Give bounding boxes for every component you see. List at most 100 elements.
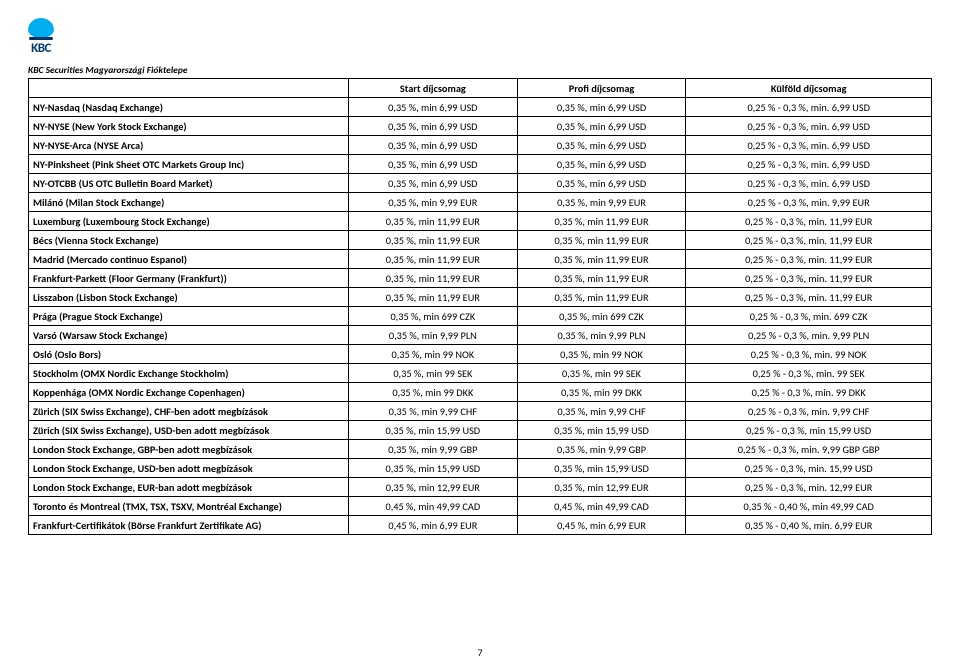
profi-fee: 0,35 %, min 99 SEK	[517, 364, 686, 383]
kulfold-fee: 0,25 % - 0,3 %, min. 9,99 CHF	[686, 402, 932, 421]
kulfold-fee: 0,25 % - 0,3 %, min. 11,99 EUR	[686, 269, 932, 288]
table-row: Zürich (SIX Swiss Exchange), USD-ben ado…	[29, 421, 932, 440]
kulfold-fee: 0,25 % - 0,3 %, min. 699 CZK	[686, 307, 932, 326]
table-row: NY-NYSE-Arca (NYSE Arca)0,35 %, min 6,99…	[29, 136, 932, 155]
kbc-logo: KBC	[28, 18, 54, 56]
start-fee: 0,35 %, min 99 NOK	[349, 345, 518, 364]
kulfold-fee: 0,25 % - 0,3 %, min. 9,99 GBP GBP	[686, 440, 932, 459]
kulfold-fee: 0,25 % - 0,3 %, min 15,99 USD	[686, 421, 932, 440]
kulfold-fee: 0,25 % - 0,3 %, min. 99 DKK	[686, 383, 932, 402]
exchange-name: Varsó (Warsaw Stock Exchange)	[29, 326, 349, 345]
exchange-name: NY-NYSE-Arca (NYSE Arca)	[29, 136, 349, 155]
profi-fee: 0,35 %, min 6,99 USD	[517, 174, 686, 193]
table-row: Lisszabon (Lisbon Stock Exchange)0,35 %,…	[29, 288, 932, 307]
exchange-name: London Stock Exchange, USD-ben adott meg…	[29, 459, 349, 478]
exchange-name: Frankfurt-Parkett (Floor Germany (Frankf…	[29, 269, 349, 288]
profi-fee: 0,35 %, min 6,99 USD	[517, 155, 686, 174]
profi-fee: 0,35 %, min 99 NOK	[517, 345, 686, 364]
table-row: Osló (Oslo Bors)0,35 %, min 99 NOK0,35 %…	[29, 345, 932, 364]
kulfold-fee: 0,25 % - 0,3 %, min. 15,99 USD	[686, 459, 932, 478]
profi-fee: 0,35 %, min 11,99 EUR	[517, 250, 686, 269]
kulfold-fee: 0,25 % - 0,3 %, min. 6,99 USD	[686, 98, 932, 117]
kulfold-fee: 0,25 % - 0,3 %, min. 11,99 EUR	[686, 250, 932, 269]
start-fee: 0,35 %, min 9,99 PLN	[349, 326, 518, 345]
col-start: Start díjcsomag	[349, 79, 518, 98]
table-row: Prága (Prague Stock Exchange)0,35 %, min…	[29, 307, 932, 326]
exchange-name: NY-Pinksheet (Pink Sheet OTC Markets Gro…	[29, 155, 349, 174]
kulfold-fee: 0,25 % - 0,3 %, min. 11,99 EUR	[686, 231, 932, 250]
profi-fee: 0,35 %, min 9,99 EUR	[517, 193, 686, 212]
table-row: Varsó (Warsaw Stock Exchange)0,35 %, min…	[29, 326, 932, 345]
exchange-name: NY-OTCBB (US OTC Bulletin Board Market)	[29, 174, 349, 193]
kulfold-fee: 0,25 % - 0,3 %, min. 6,99 USD	[686, 117, 932, 136]
col-kulfold: Külföld díjcsomag	[686, 79, 932, 98]
start-fee: 0,35 %, min 9,99 GBP	[349, 440, 518, 459]
profi-fee: 0,35 %, min 9,99 CHF	[517, 402, 686, 421]
start-fee: 0,35 %, min 99 SEK	[349, 364, 518, 383]
start-fee: 0,35 %, min 9,99 EUR	[349, 193, 518, 212]
start-fee: 0,35 %, min 9,99 CHF	[349, 402, 518, 421]
logo-text: KBC	[31, 41, 51, 56]
start-fee: 0,35 %, min 11,99 EUR	[349, 288, 518, 307]
start-fee: 0,35 %, min 6,99 USD	[349, 174, 518, 193]
table-row: London Stock Exchange, USD-ben adott meg…	[29, 459, 932, 478]
profi-fee: 0,35 %, min 6,99 USD	[517, 136, 686, 155]
exchange-name: London Stock Exchange, GBP-ben adott meg…	[29, 440, 349, 459]
table-row: Stockholm (OMX Nordic Exchange Stockholm…	[29, 364, 932, 383]
profi-fee: 0,35 %, min 6,99 USD	[517, 117, 686, 136]
profi-fee: 0,35 %, min 15,99 USD	[517, 421, 686, 440]
profi-fee: 0,35 %, min 99 DKK	[517, 383, 686, 402]
start-fee: 0,35 %, min 11,99 EUR	[349, 250, 518, 269]
kulfold-fee: 0,25 % - 0,3 %, min. 99 SEK	[686, 364, 932, 383]
start-fee: 0,35 %, min 11,99 EUR	[349, 269, 518, 288]
table-row: NY-NYSE (New York Stock Exchange)0,35 %,…	[29, 117, 932, 136]
kulfold-fee: 0,25 % - 0,3 %, min. 12,99 EUR	[686, 478, 932, 497]
table-row: Madrid (Mercado continuo Espanol)0,35 %,…	[29, 250, 932, 269]
kulfold-fee: 0,25 % - 0,3 %, min. 6,99 USD	[686, 155, 932, 174]
profi-fee: 0,35 %, min 699 CZK	[517, 307, 686, 326]
table-row: Milánó (Milan Stock Exchange)0,35 %, min…	[29, 193, 932, 212]
col-profi: Profi díjcsomag	[517, 79, 686, 98]
profi-fee: 0,35 %, min 9,99 PLN	[517, 326, 686, 345]
start-fee: 0,35 %, min 15,99 USD	[349, 421, 518, 440]
start-fee: 0,35 %, min 6,99 USD	[349, 117, 518, 136]
profi-fee: 0,35 %, min 12,99 EUR	[517, 478, 686, 497]
exchange-name: Osló (Oslo Bors)	[29, 345, 349, 364]
exchange-name: Madrid (Mercado continuo Espanol)	[29, 250, 349, 269]
exchange-name: Luxemburg (Luxembourg Stock Exchange)	[29, 212, 349, 231]
company-name: KBC Securities Magyarországi Fióktelepe	[28, 64, 932, 76]
fee-table: Start díjcsomag Profi díjcsomag Külföld …	[28, 78, 932, 535]
start-fee: 0,45 %, min 6,99 EUR	[349, 516, 518, 535]
table-row: Luxemburg (Luxembourg Stock Exchange)0,3…	[29, 212, 932, 231]
table-header-row: Start díjcsomag Profi díjcsomag Külföld …	[29, 79, 932, 98]
exchange-name: Milánó (Milan Stock Exchange)	[29, 193, 349, 212]
exchange-name: Lisszabon (Lisbon Stock Exchange)	[29, 288, 349, 307]
exchange-name: Prága (Prague Stock Exchange)	[29, 307, 349, 326]
profi-fee: 0,45 %, min 49,99 CAD	[517, 497, 686, 516]
start-fee: 0,45 %, min 49,99 CAD	[349, 497, 518, 516]
start-fee: 0,35 %, min 11,99 EUR	[349, 212, 518, 231]
start-fee: 0,35 %, min 6,99 USD	[349, 136, 518, 155]
kulfold-fee: 0,35 % - 0,40 %, min 49,99 CAD	[686, 497, 932, 516]
start-fee: 0,35 %, min 699 CZK	[349, 307, 518, 326]
kulfold-fee: 0,35 % - 0,40 %, min. 6,99 EUR	[686, 516, 932, 535]
start-fee: 0,35 %, min 12,99 EUR	[349, 478, 518, 497]
table-row: Bécs (Vienna Stock Exchange)0,35 %, min …	[29, 231, 932, 250]
table-row: Koppenhága (OMX Nordic Exchange Copenhag…	[29, 383, 932, 402]
start-fee: 0,35 %, min 15,99 USD	[349, 459, 518, 478]
profi-fee: 0,35 %, min 6,99 USD	[517, 98, 686, 117]
start-fee: 0,35 %, min 99 DKK	[349, 383, 518, 402]
start-fee: 0,35 %, min 6,99 USD	[349, 98, 518, 117]
exchange-name: Zürich (SIX Swiss Exchange), CHF-ben ado…	[29, 402, 349, 421]
profi-fee: 0,35 %, min 11,99 EUR	[517, 288, 686, 307]
exchange-name: Frankfurt-Certifikátok (Börse Frankfurt …	[29, 516, 349, 535]
profi-fee: 0,45 %, min 6,99 EUR	[517, 516, 686, 535]
table-row: London Stock Exchange, GBP-ben adott meg…	[29, 440, 932, 459]
kulfold-fee: 0,25 % - 0,3 %, min. 6,99 USD	[686, 174, 932, 193]
exchange-name: Toronto és Montreal (TMX, TSX, TSXV, Mon…	[29, 497, 349, 516]
table-row: Frankfurt-Certifikátok (Börse Frankfurt …	[29, 516, 932, 535]
page-number: 7	[0, 646, 960, 659]
profi-fee: 0,35 %, min 15,99 USD	[517, 459, 686, 478]
table-row: Zürich (SIX Swiss Exchange), CHF-ben ado…	[29, 402, 932, 421]
kulfold-fee: 0,25 % - 0,3 %, min. 11,99 EUR	[686, 212, 932, 231]
